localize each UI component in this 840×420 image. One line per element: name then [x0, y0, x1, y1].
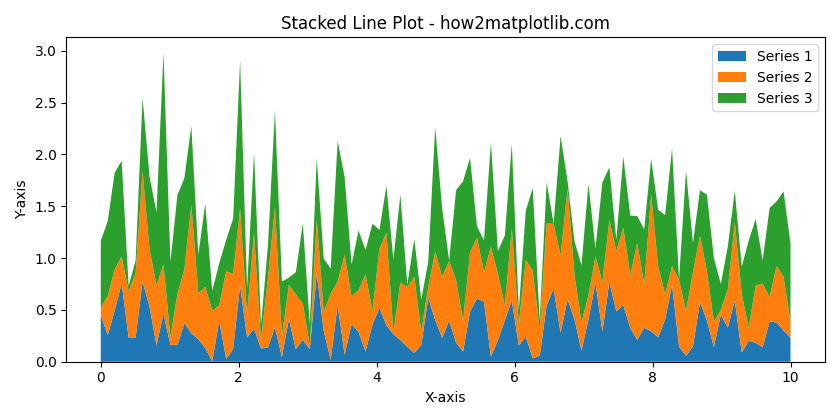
- Title: Stacked Line Plot - how2matplotlib.com: Stacked Line Plot - how2matplotlib.com: [281, 15, 610, 33]
- Y-axis label: Y-axis: Y-axis: [15, 180, 29, 219]
- Legend: Series 1, Series 2, Series 3: Series 1, Series 2, Series 3: [712, 44, 818, 111]
- X-axis label: X-axis: X-axis: [425, 391, 466, 405]
